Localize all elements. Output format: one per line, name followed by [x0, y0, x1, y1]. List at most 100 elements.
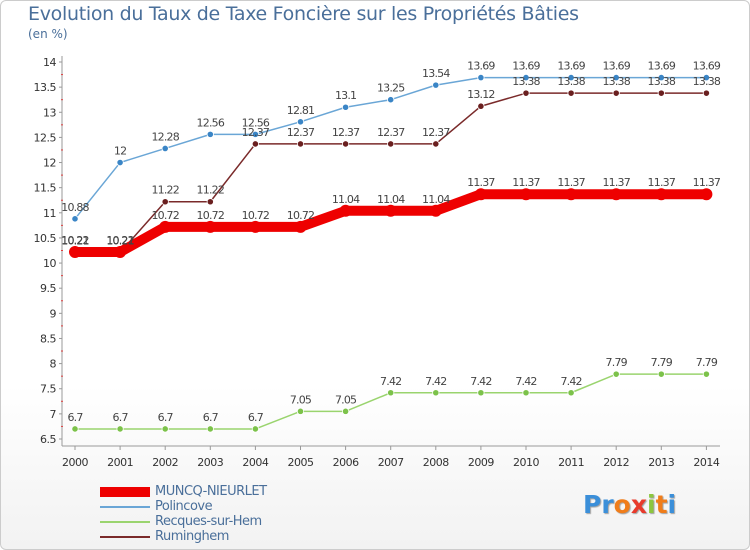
data-point-recques-sur-hem [432, 389, 440, 397]
data-label-muncq-nieurlet: 11.37 [512, 176, 540, 189]
data-point-polincove [71, 215, 79, 223]
data-point-ruminghem [296, 140, 305, 148]
data-label-recques-sur-hem: 7.42 [515, 375, 536, 388]
legend-swatch [100, 520, 150, 523]
data-point-muncq-nieurlet [700, 188, 713, 201]
data-point-recques-sur-hem [702, 370, 711, 378]
data-point-ruminghem [206, 198, 214, 206]
data-label-ruminghem: 12.37 [332, 126, 360, 139]
data-point-muncq-nieurlet [204, 220, 217, 233]
data-point-polincove [432, 81, 440, 89]
x-tick-label: 2007 [378, 456, 404, 469]
data-point-ruminghem [567, 89, 575, 97]
data-point-recques-sur-hem [206, 425, 214, 433]
data-point-recques-sur-hem [657, 370, 665, 378]
data-label-muncq-nieurlet: 11.04 [422, 193, 450, 206]
data-point-polincove [477, 73, 485, 82]
data-point-polincove [567, 73, 575, 82]
data-point-ruminghem [341, 140, 350, 148]
data-label-polincove: 12.81 [287, 104, 315, 117]
x-tick-label: 2014 [693, 456, 719, 469]
data-label-polincove: 13.54 [422, 67, 450, 80]
data-point-polincove [702, 73, 711, 82]
data-label-muncq-nieurlet: 10.72 [287, 209, 315, 222]
y-tick-label: 10.5 [34, 232, 57, 245]
data-point-polincove [206, 130, 214, 138]
x-tick-label: 2003 [197, 456, 223, 469]
legend-swatch [100, 486, 150, 497]
data-label-ruminghem: 13.38 [693, 75, 721, 88]
y-tick-label: 7 [50, 408, 57, 421]
data-point-polincove [612, 73, 620, 82]
logo-letter: t [655, 490, 668, 519]
data-label-polincove: 12.56 [197, 116, 225, 129]
data-label-polincove: 13.69 [602, 60, 630, 73]
data-label-muncq-nieurlet: 10.72 [242, 209, 270, 222]
data-label-recques-sur-hem: 7.42 [470, 375, 491, 388]
data-point-muncq-nieurlet [159, 220, 172, 233]
data-point-ruminghem [432, 140, 440, 148]
data-point-ruminghem [161, 198, 169, 206]
legend-item: Polincove [100, 499, 267, 514]
logo-letter: x [630, 490, 647, 519]
y-tick-label: 9 [50, 307, 57, 320]
data-point-ruminghem [387, 140, 395, 148]
data-point-recques-sur-hem [71, 425, 79, 433]
data-point-muncq-nieurlet [520, 188, 532, 201]
data-point-polincove [657, 73, 665, 82]
y-tick-label: 9.5 [40, 282, 56, 295]
data-label-recques-sur-hem: 6.7 [113, 411, 129, 424]
data-label-ruminghem: 12.37 [287, 126, 315, 139]
data-label-muncq-nieurlet: 11.37 [557, 176, 585, 189]
data-label-polincove: 13.69 [693, 60, 721, 73]
data-label-polincove: 13.69 [557, 60, 585, 73]
data-point-ruminghem [702, 89, 711, 97]
x-tick-label: 2009 [468, 456, 494, 469]
data-point-recques-sur-hem [387, 389, 395, 397]
y-tick-label: 10 [43, 257, 56, 270]
data-label-ruminghem: 12.37 [422, 126, 450, 139]
x-tick-label: 2013 [648, 456, 674, 469]
data-point-polincove [296, 118, 305, 126]
data-point-polincove [161, 144, 169, 153]
logo-letter: i [667, 490, 677, 519]
data-label-ruminghem: 13.38 [557, 75, 585, 88]
y-tick-label: 11 [43, 207, 56, 220]
data-label-muncq-nieurlet: 10.22 [106, 234, 134, 247]
data-point-recques-sur-hem [341, 407, 350, 415]
data-point-muncq-nieurlet [294, 220, 307, 233]
data-label-muncq-nieurlet: 10.72 [197, 209, 225, 222]
data-label-recques-sur-hem: 6.7 [203, 411, 219, 424]
data-point-polincove [251, 130, 259, 138]
y-tick-label: 7.5 [40, 383, 56, 396]
data-label-polincove: 10.88 [61, 201, 89, 214]
legend-swatch [100, 535, 150, 538]
data-label-recques-sur-hem: 7.05 [335, 393, 357, 406]
data-label-muncq-nieurlet: 10.22 [61, 234, 89, 247]
x-tick-label: 2000 [62, 456, 88, 469]
chart-title: Evolution du Taux de Taxe Foncière sur l… [28, 3, 579, 25]
data-point-recques-sur-hem [161, 425, 169, 433]
data-point-polincove [522, 73, 530, 82]
x-tick-label: 2008 [423, 456, 449, 469]
data-point-recques-sur-hem [612, 370, 620, 378]
data-label-recques-sur-hem: 6.7 [248, 411, 264, 424]
unit-label: (en %) [28, 27, 68, 41]
data-label-recques-sur-hem: 6.7 [67, 411, 83, 424]
data-point-muncq-nieurlet [69, 246, 81, 259]
data-point-ruminghem [251, 140, 259, 148]
data-point-muncq-nieurlet [655, 188, 668, 201]
chart-legend: MUNCQ-NIEURLET Polincove Recques-sur-Hem Ru… [100, 484, 267, 544]
data-point-muncq-nieurlet [429, 204, 442, 217]
data-label-ruminghem: 13.38 [602, 75, 630, 88]
data-label-recques-sur-hem: 7.79 [651, 356, 673, 369]
data-label-ruminghem: 10.21 [106, 235, 134, 248]
data-point-recques-sur-hem [251, 425, 259, 433]
data-point-muncq-nieurlet [565, 188, 578, 201]
data-label-ruminghem: 11.22 [151, 184, 179, 197]
x-tick-label: 2002 [152, 456, 178, 469]
legend-item: Ruminghem [100, 529, 267, 544]
data-label-recques-sur-hem: 7.05 [290, 393, 312, 406]
